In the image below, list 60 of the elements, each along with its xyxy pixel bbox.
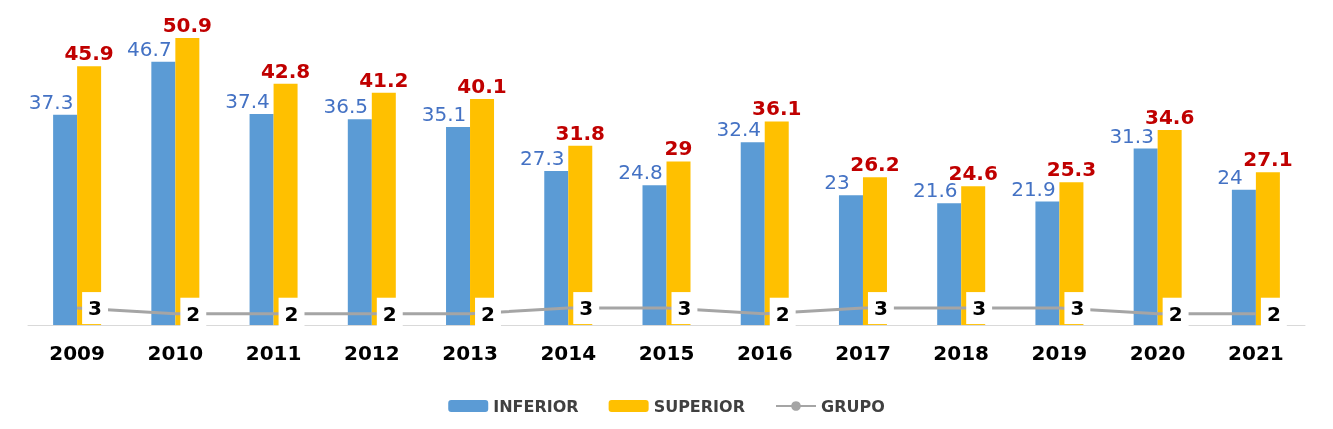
data-label: 37.3 (28, 89, 74, 114)
data-label: 24.8 (618, 160, 663, 185)
x-tick-label: 2016 (736, 341, 793, 365)
bar (544, 171, 569, 325)
bar (740, 142, 765, 325)
data-label: 35.1 (421, 102, 467, 127)
data-label: 27.3 (520, 146, 565, 171)
data-label: 3 (677, 296, 692, 321)
data-label: 2 (186, 301, 201, 326)
data-label: 50.9 (162, 13, 213, 37)
data-label: 41.2 (359, 67, 409, 92)
x-tick-label: 2011 (245, 341, 302, 365)
data-label: 37.4 (225, 89, 270, 114)
data-label: 36.5 (323, 94, 369, 119)
data-label: 3 (873, 296, 888, 321)
bar (838, 195, 863, 325)
data-label: 23 (824, 170, 850, 195)
bar (249, 114, 274, 325)
bar (53, 114, 78, 325)
data-label: 2 (1266, 301, 1281, 326)
x-tick-label: 2015 (638, 341, 695, 365)
data-label: 3 (579, 296, 594, 321)
x-tick-label: 2012 (343, 341, 400, 365)
data-label: 3 (88, 296, 103, 321)
x-tick-label: 2018 (933, 341, 990, 365)
data-label: 29 (664, 136, 693, 161)
x-tick-label: 2010 (147, 341, 204, 365)
bar (1231, 189, 1256, 325)
data-label: 46.7 (127, 36, 172, 61)
x-tick-label: 2017 (835, 341, 891, 365)
legend-label: SUPERIOR (653, 396, 745, 416)
bar (642, 185, 667, 325)
data-label: 45.9 (64, 41, 114, 66)
data-label: 42.8 (260, 58, 311, 83)
data-label: 26.2 (850, 152, 900, 177)
data-label: 27.1 (1243, 147, 1293, 172)
data-label: 40.1 (457, 73, 507, 98)
x-tick-label: 2021 (1228, 341, 1284, 365)
x-tick-label: 2014 (540, 341, 597, 365)
data-label: 2 (1168, 301, 1183, 326)
bar (446, 127, 471, 325)
bar (937, 203, 962, 325)
data-label: 3 (1070, 296, 1085, 321)
data-label: 31.8 (555, 120, 605, 145)
bar (347, 119, 372, 325)
x-tick-label: 2013 (442, 341, 498, 365)
bar (1035, 201, 1060, 325)
bar (151, 61, 176, 325)
x-tick-label: 2019 (1031, 341, 1088, 365)
data-label: 2 (382, 301, 397, 326)
data-label: 24 (1217, 164, 1243, 189)
legend-label: GRUPO (821, 396, 885, 416)
bar (1133, 148, 1158, 325)
data-label: 2 (481, 301, 495, 326)
x-tick-label: 2020 (1129, 341, 1186, 365)
legend-label: INFERIOR (493, 396, 579, 416)
data-label: 2 (284, 301, 299, 326)
data-label: 3 (972, 296, 987, 321)
data-label: 2 (775, 301, 790, 326)
x-tick-label: 2009 (49, 341, 105, 365)
